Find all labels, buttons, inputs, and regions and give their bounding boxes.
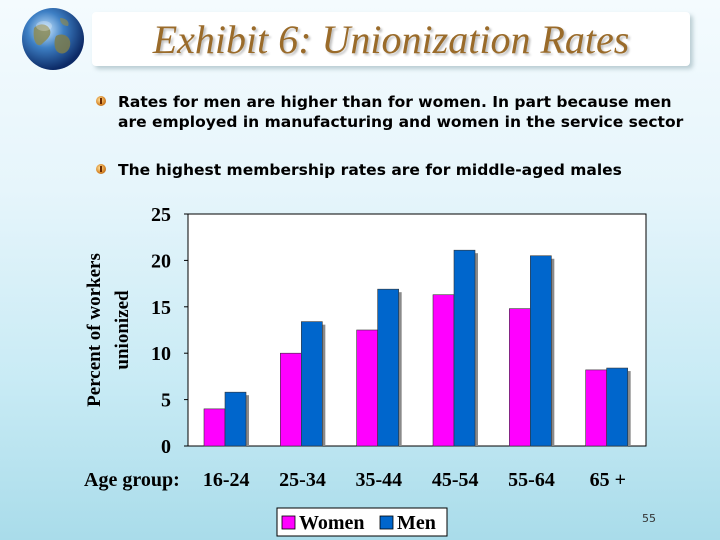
bar-women-35-44 [356, 329, 378, 447]
bar-women-45-54 [432, 294, 455, 447]
legend-box [276, 507, 448, 537]
legend-label-men: Men [397, 512, 436, 534]
bullet-icon [96, 164, 106, 174]
bar-men-35-44 [377, 288, 399, 447]
x-axis-label: Age group: [84, 469, 180, 491]
bullet-text-2: The highest membership rates are for mid… [118, 161, 622, 179]
bar-women-25-34 [280, 352, 302, 447]
y-tick-label: 25 [151, 204, 171, 226]
y-tick-label: 5 [161, 390, 171, 412]
legend-swatch-men [379, 515, 394, 530]
bar-men-55-64 [530, 255, 552, 447]
bar-women-16-24 [203, 408, 226, 447]
x-tick-label: 16-24 [203, 469, 250, 491]
y-axis-label-line1: Percent of workers [84, 253, 105, 407]
slide-title: Exhibit 6: Unionization Rates [152, 17, 630, 62]
bullet-icon [96, 96, 106, 106]
x-tick-label: 65 + [590, 469, 626, 491]
bar-chart: 0 5 10 15 20 25 Percent of workers unionized 16-… [84, 204, 647, 537]
plot-area [187, 213, 647, 447]
x-tick-label: 35-44 [355, 469, 402, 491]
x-tick-label: 55-64 [508, 469, 555, 491]
y-tick-label: 0 [161, 436, 171, 458]
y-axis-label-line2: unionized [112, 290, 133, 370]
x-tick-label: 25-34 [279, 469, 326, 491]
globe-icon [22, 8, 84, 70]
bar-women-55-64 [509, 308, 531, 447]
page-number: 55 [642, 512, 656, 525]
x-tick-label: 45-54 [432, 469, 479, 491]
title-banner: Exhibit 6: Unionization Rates [92, 12, 690, 66]
bar-men-25-34 [301, 321, 323, 447]
bar-men-65 [606, 367, 628, 447]
y-tick-label: 15 [151, 297, 171, 319]
legend-swatch-women [281, 515, 296, 530]
y-tick-label: 20 [151, 250, 171, 272]
bar-women-65 [585, 369, 607, 447]
bullet-text-1: Rates for men are higher than for women.… [118, 93, 684, 131]
y-tick-label: 10 [151, 343, 171, 365]
bar-men-45-54 [453, 249, 476, 447]
legend-label-women: Women [299, 512, 365, 534]
bar-men-16-24 [224, 391, 247, 447]
